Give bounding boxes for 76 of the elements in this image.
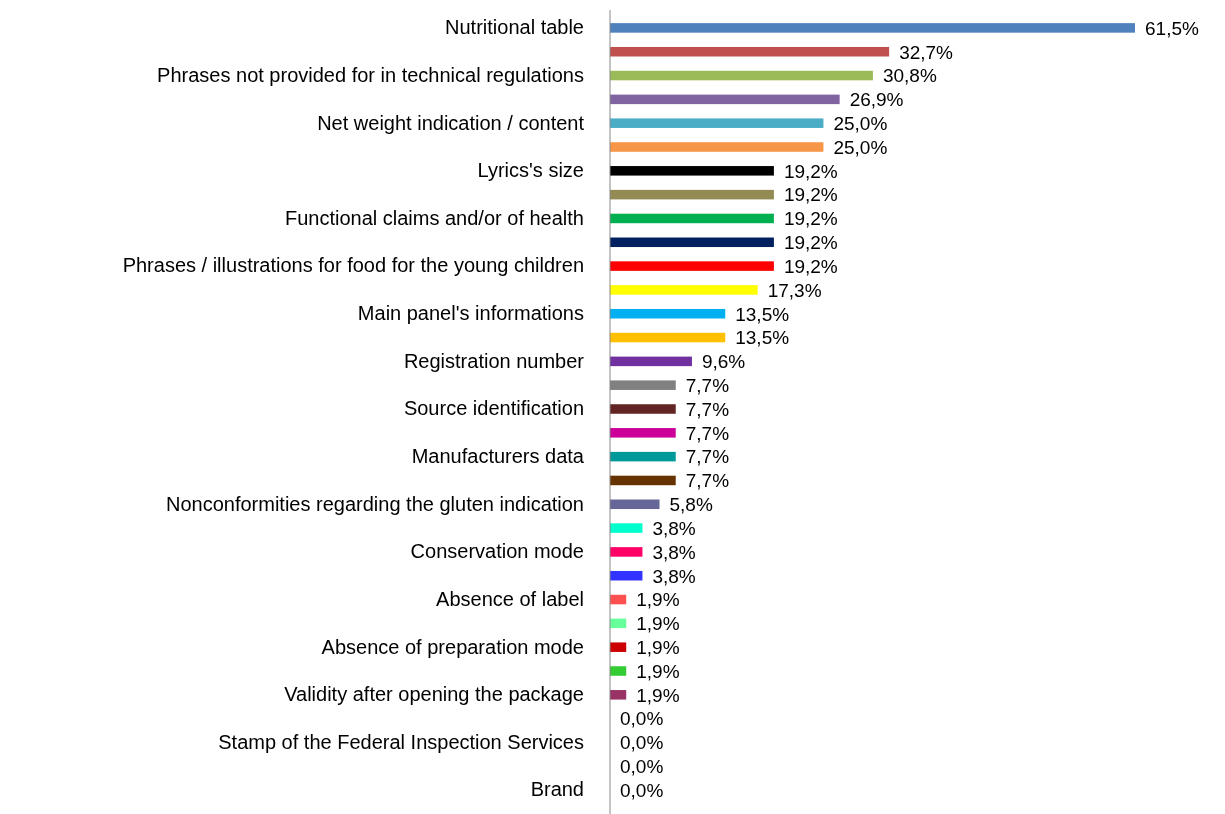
y-tick-label: Validity after opening the package bbox=[284, 683, 584, 706]
data-label: 0,0% bbox=[620, 732, 664, 754]
y-tick-label: Nutritional table bbox=[445, 16, 584, 39]
y-tick-label: Source identification bbox=[403, 397, 584, 420]
bar bbox=[610, 308, 726, 319]
bar bbox=[610, 237, 774, 248]
y-tick-label: Phrases / illustrations for food for the young children bbox=[122, 254, 584, 277]
bar bbox=[610, 94, 840, 105]
data-label: 25,0% bbox=[833, 113, 888, 135]
bar bbox=[610, 23, 1135, 33]
bar bbox=[610, 690, 627, 700]
data-label: 19,2% bbox=[783, 255, 838, 277]
data-label: 7,7% bbox=[685, 375, 730, 397]
y-tick-label: Brand bbox=[530, 778, 584, 801]
bar bbox=[610, 213, 774, 224]
y-tick-label: Net weight indication / content bbox=[317, 111, 585, 134]
data-label: 7,7% bbox=[685, 398, 730, 420]
data-label: 17,3% bbox=[767, 279, 822, 301]
data-label: 1,9% bbox=[636, 684, 680, 706]
y-tick-label: Manufacturers data bbox=[411, 445, 585, 468]
bar bbox=[610, 666, 627, 676]
data-label: 1,9% bbox=[636, 589, 680, 611]
bar bbox=[610, 189, 774, 200]
data-label: 1,9% bbox=[636, 613, 680, 635]
y-tick-label: Absence of label bbox=[436, 587, 584, 610]
bar bbox=[610, 570, 643, 581]
y-tick-label: Registration number bbox=[403, 349, 585, 372]
data-label: 13,5% bbox=[735, 303, 790, 325]
data-label: 0,0% bbox=[620, 779, 664, 801]
data-label: 32,7% bbox=[899, 41, 954, 63]
data-label: 7,7% bbox=[685, 470, 730, 492]
data-label: 3,8% bbox=[652, 541, 696, 563]
bar bbox=[610, 118, 824, 128]
data-label: 7,7% bbox=[685, 446, 730, 468]
y-tick-label: Lyrics's size bbox=[477, 159, 584, 182]
bar bbox=[610, 70, 873, 81]
bar bbox=[610, 642, 627, 652]
bar bbox=[610, 547, 643, 557]
bar bbox=[610, 166, 774, 176]
data-label: 3,8% bbox=[652, 565, 696, 587]
data-label: 30,8% bbox=[882, 65, 937, 87]
y-tick-label: Stamp of the Federal Inspection Services bbox=[218, 730, 584, 753]
y-tick-label: Absence of preparation mode bbox=[321, 635, 584, 658]
y-tick-label: Functional claims and/or of health bbox=[284, 206, 584, 229]
bar bbox=[610, 523, 643, 533]
data-label: 9,6% bbox=[701, 351, 746, 373]
bar bbox=[610, 475, 676, 486]
bar bbox=[610, 332, 726, 343]
data-label: 1,9% bbox=[636, 660, 680, 682]
data-label: 19,2% bbox=[783, 232, 838, 254]
bar bbox=[610, 404, 676, 414]
data-label: 19,2% bbox=[783, 208, 838, 230]
y-tick-label: Nonconformities regarding the gluten indication bbox=[165, 492, 584, 515]
bar bbox=[610, 261, 774, 271]
data-label: 19,2% bbox=[783, 160, 838, 182]
data-label: 19,2% bbox=[783, 184, 838, 206]
data-label: 25,0% bbox=[833, 136, 888, 158]
data-label: 1,9% bbox=[636, 637, 680, 659]
data-label: 0,0% bbox=[620, 708, 664, 730]
bar bbox=[610, 451, 676, 462]
bar bbox=[610, 428, 676, 438]
bar bbox=[610, 499, 660, 510]
bar bbox=[610, 46, 890, 57]
data-label: 13,5% bbox=[735, 327, 790, 349]
data-label: 0,0% bbox=[620, 756, 664, 778]
data-label: 7,7% bbox=[685, 422, 730, 444]
data-label: 3,8% bbox=[652, 517, 696, 539]
bar bbox=[610, 356, 692, 367]
data-label: 61,5% bbox=[1145, 17, 1199, 39]
y-tick-label: Phrases not provided for in technical regulations bbox=[157, 63, 584, 86]
y-tick-label: Main panel's informations bbox=[357, 302, 584, 325]
data-label: 26,9% bbox=[849, 89, 904, 111]
data-label: 5,8% bbox=[669, 494, 713, 516]
y-tick-label: Conservation mode bbox=[410, 540, 584, 563]
bar bbox=[610, 142, 824, 152]
bar bbox=[610, 285, 758, 295]
